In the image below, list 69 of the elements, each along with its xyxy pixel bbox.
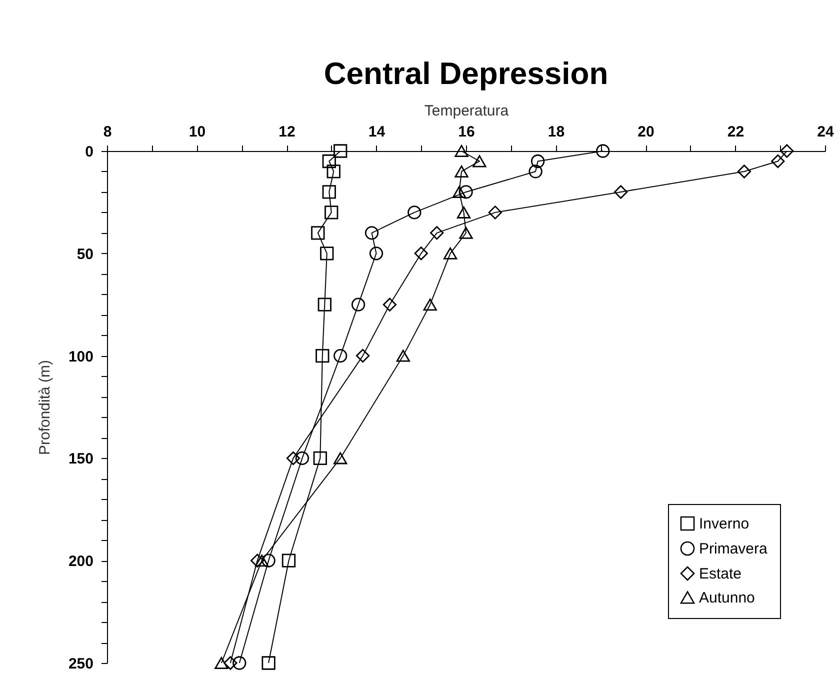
point — [369, 246, 384, 260]
x-axis-title: Temperatura — [424, 102, 510, 120]
y-tick-label: 100 — [68, 348, 94, 366]
point — [530, 154, 545, 168]
point — [382, 298, 397, 312]
y-axis-title: Profondità (m) — [36, 360, 54, 456]
point — [334, 348, 348, 363]
x-tick-label: 20 — [638, 124, 654, 140]
point — [488, 206, 502, 220]
point — [324, 206, 338, 220]
point — [254, 554, 269, 567]
point — [456, 206, 471, 218]
point — [232, 656, 246, 670]
chart-title: Central Depression — [324, 56, 608, 91]
point — [318, 298, 332, 312]
point — [214, 656, 228, 670]
point — [459, 226, 473, 239]
point — [771, 154, 785, 168]
point — [528, 164, 542, 178]
legend-label: Autunno — [699, 590, 755, 606]
point — [313, 451, 327, 466]
point — [316, 348, 330, 363]
point — [780, 144, 794, 158]
point — [737, 164, 752, 178]
point — [452, 186, 466, 198]
point — [396, 350, 410, 362]
point — [326, 164, 340, 178]
point — [454, 144, 468, 158]
x-tick-label: 18 — [548, 124, 565, 140]
point — [224, 656, 238, 670]
point — [334, 144, 348, 158]
x-tick-label: 12 — [278, 124, 296, 140]
point — [459, 185, 473, 199]
point — [282, 554, 296, 568]
legend-label: Estate — [699, 566, 742, 582]
point — [295, 451, 310, 466]
point — [351, 298, 366, 312]
point — [364, 226, 379, 240]
point — [262, 656, 276, 670]
y-tick-label: 250 — [68, 656, 94, 672]
y-tick-label: 200 — [68, 553, 94, 570]
x-tick-label: 14 — [368, 124, 386, 140]
y-tick-label: 0 — [85, 144, 94, 160]
point — [322, 154, 336, 168]
point — [614, 185, 628, 199]
point — [454, 165, 468, 178]
point — [472, 155, 486, 168]
point — [322, 185, 336, 199]
point — [320, 246, 334, 260]
x-tick-label: 24 — [817, 124, 834, 140]
point — [596, 144, 610, 158]
legend-label: Primavera — [699, 540, 768, 558]
point — [334, 452, 348, 464]
x-tick-label: 10 — [188, 124, 206, 140]
x-tick-label: 22 — [727, 124, 744, 140]
point — [356, 348, 370, 363]
point — [286, 451, 300, 466]
y-tick-label: 50 — [76, 246, 94, 263]
x-tick-label: 16 — [458, 124, 475, 140]
point — [430, 226, 444, 240]
point — [423, 298, 437, 311]
legend-label: Inverno — [699, 516, 750, 532]
x-tick-label: 8 — [103, 124, 112, 140]
point — [414, 246, 428, 260]
point — [408, 206, 422, 220]
y-tick-label: 150 — [68, 450, 94, 468]
point — [262, 554, 276, 568]
point — [443, 247, 458, 260]
point — [311, 226, 325, 240]
